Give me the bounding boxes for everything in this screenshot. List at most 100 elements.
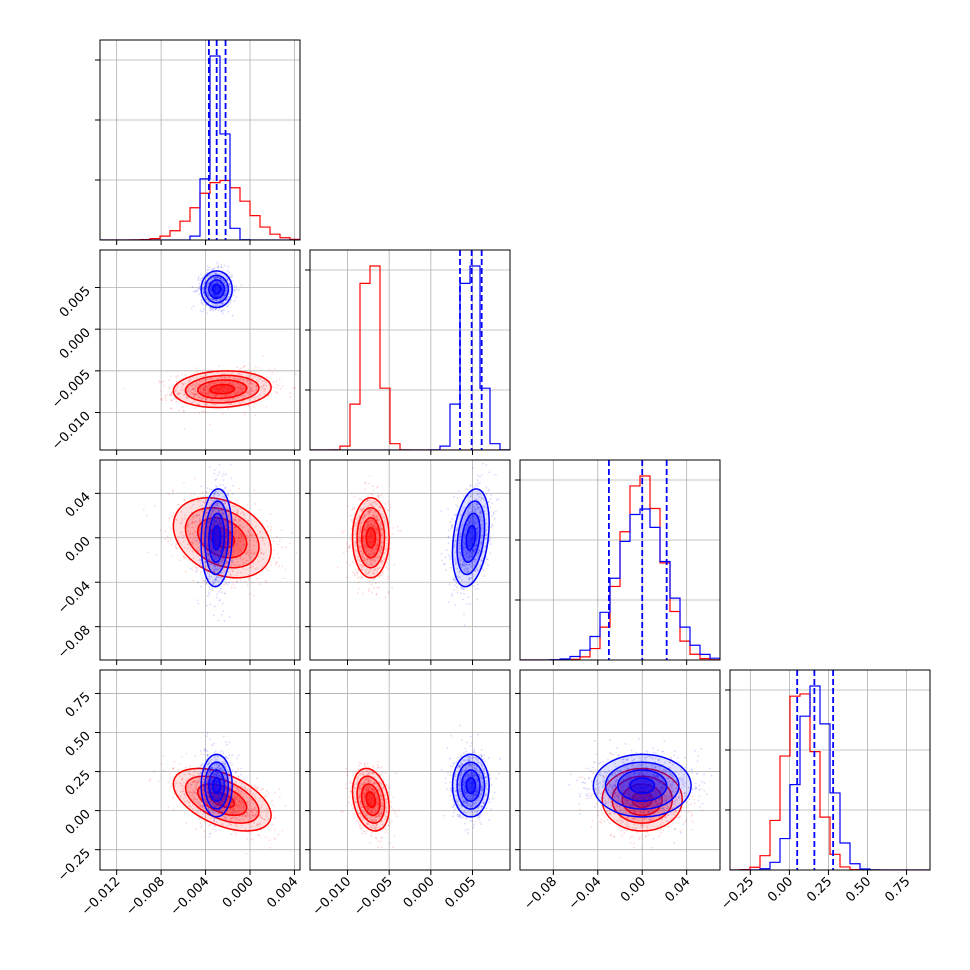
y-tick-label: 0.04 [63,490,94,521]
density-fill-blue [452,754,490,817]
density-fill-red [366,527,376,548]
x-tick-label: 0.000 [220,874,257,911]
scatter-panel-2-0: −0.08 −0.04 0.00 0.04 [55,459,301,665]
y-tick-label: 0.00 [63,534,94,565]
scatter-panel-2-1 [305,459,511,665]
hist-panel-2 [515,459,721,665]
contour-red [184,507,260,569]
x-tick-label: 0.50 [843,874,874,905]
contour-blue [208,769,226,802]
density-fill-red [173,497,272,578]
density-fill-blue [466,777,476,794]
contour-blue [617,769,668,802]
x-tick-label: −0.08 [521,874,560,913]
histogram-step-blue [100,55,300,240]
density-fill-blue [201,754,233,817]
contour-red [197,783,248,817]
y-tick-label: −0.010 [49,409,94,454]
contour-blue [204,761,230,810]
y-tick-label: 0.75 [63,690,94,721]
density-fill-red [352,497,390,578]
contour-red [365,527,377,549]
contour-red [197,517,248,559]
y-tick-label: 0.005 [57,284,94,321]
x-tick-label: 0.04 [662,874,693,905]
contour-blue [460,769,481,802]
y-tick-label: −0.25 [55,846,94,885]
contour-red [351,497,390,579]
x-tick-label: −0.005 [351,874,396,919]
contour-blue [456,761,486,810]
histogram-step-red [310,265,510,450]
axes-frame [99,459,301,661]
density-fill-blue [452,488,490,587]
contour-blue [204,274,230,304]
y-tick-label: −0.04 [55,578,94,617]
scatter-panel-3-0: −0.012 −0.008 −0.004 0.000 0.004 −0.25 0.00 0.2… [55,669,301,919]
contour-blue [212,777,222,795]
density-fill-red [632,791,653,808]
axes-frame [309,669,511,871]
contour-blue [465,524,477,551]
axes-frame [519,459,721,661]
contour-red [209,383,236,395]
contour-blue [604,761,680,810]
density-fill-blue [208,513,225,563]
x-tick-label: −0.010 [310,874,355,919]
density-fill-blue [605,762,679,810]
x-tick-label: −0.008 [123,874,168,919]
contour-blue [465,777,477,795]
density-fill-blue [212,525,221,550]
scatter-panel-3-1: −0.010−0.005 0.000 0.005 [305,669,511,919]
axes-frame [99,249,301,451]
density-fill-red [185,507,259,568]
density-fill-red [352,768,390,831]
scatter-panel-1-0: −0.010−0.005 0.000 0.005 [49,249,301,455]
contour-red [360,517,381,559]
contour-red [172,767,272,832]
axes-frame [519,669,721,871]
hist-panel-0 [95,39,301,245]
contour-blue [200,488,233,588]
contour-blue [212,283,222,295]
x-tick-label: 0.75 [882,874,913,905]
contour-red [197,379,248,400]
density-fill-red [210,384,235,394]
histogram-step-blue [310,265,510,450]
y-tick-label: −0.005 [49,367,94,412]
contour-red [360,783,381,817]
contour-blue [460,512,481,563]
contour-red [184,374,260,404]
contour-red [356,775,386,824]
contour-blue [208,279,226,300]
density-fill-red [612,776,673,824]
x-tick-label: 0.005 [442,874,479,911]
density-fill-blue [593,754,692,817]
contour-blue [451,753,490,818]
density-fill-blue [208,279,225,299]
x-tick-label: −0.25 [718,874,757,913]
density-fill-blue [461,770,481,802]
density-fill-red [197,379,247,399]
contour-red [365,791,377,809]
contour-blue [200,753,233,818]
density-fill-blue [212,284,221,294]
x-tick-label: 0.000 [401,874,438,911]
x-tick-label: 0.25 [804,874,835,905]
density-fill-blue [208,770,225,802]
y-tick-label: 0.25 [63,768,94,799]
axes-frame [99,39,301,241]
hist-panel-1 [305,249,511,455]
contour-blue [456,500,486,576]
x-tick-label: −0.012 [79,874,124,919]
scatter-panel-3-2: −0.08 −0.04 0.00 0.04 [515,669,721,913]
contour-blue [204,500,230,576]
contour-blue [629,777,656,795]
y-tick-label: 0.000 [57,325,94,362]
axes-frame [309,459,511,661]
contour-red [209,527,236,549]
contour-red [356,507,386,569]
x-tick-label: −0.04 [566,874,605,913]
contour-red [621,783,663,817]
